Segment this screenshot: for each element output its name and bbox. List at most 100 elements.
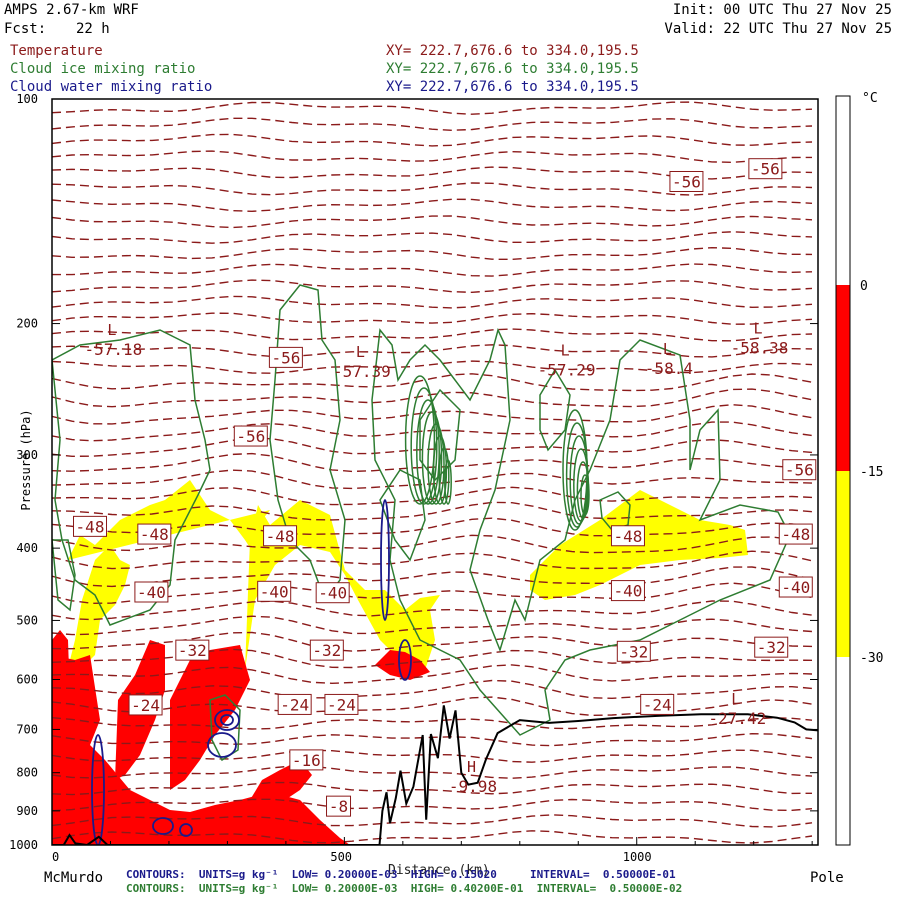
isotherm-15 <box>52 328 813 342</box>
isotherm-16 <box>52 344 813 358</box>
isotherm-33 <box>52 615 813 636</box>
isotherm-label-box-13 <box>315 582 350 604</box>
water-contour-7 <box>380 499 390 621</box>
isotherm-22 <box>52 437 813 458</box>
ice-contour-info: CONTOURS: UNITS=g kg⁻¹ LOW= 0.20000E-03 … <box>126 882 683 895</box>
extremum-value-1: -57.18 <box>84 340 142 359</box>
forecast-label: Fcst: <box>4 21 47 37</box>
cloud-ice-contours <box>52 284 791 762</box>
isotherm-label-15: -40 <box>781 578 810 597</box>
y-tick-label-8: 800 <box>16 766 38 780</box>
water-contour-2 <box>220 714 234 726</box>
isotherm-35 <box>52 648 813 669</box>
ice-core-ring-6 <box>432 435 448 505</box>
shading-cold-band-2 <box>68 480 270 560</box>
isotherm-label-24: -16 <box>292 751 321 770</box>
water-contour-6 <box>207 732 237 758</box>
extremum-kind-3: L <box>561 341 570 359</box>
extremum-value-5: -58.38 <box>731 338 789 357</box>
xy-cloud-ice: XY= 222.7,676.6 to 334.0,195.5 <box>386 61 639 77</box>
isotherm-label-25: -8 <box>329 797 348 816</box>
isotherm-label-box-25 <box>326 795 352 817</box>
extremum-value-2: -57.39 <box>333 362 391 381</box>
ice-core-ring-2 <box>410 387 438 505</box>
ice-core-ring-3 <box>416 399 440 505</box>
isotherm-4 <box>52 150 813 164</box>
shading-warm-band-6 <box>52 630 70 845</box>
isotherm-label-21: -24 <box>280 695 309 714</box>
model-title: AMPS 2.67-km WRF <box>4 2 139 18</box>
x-tick-label-3: 1000 <box>623 850 652 864</box>
isotherm-label-8: -48 <box>266 527 295 546</box>
isotherm-label-box-8 <box>263 525 298 547</box>
xy-temperature: XY= 222.7,676.6 to 334.0,195.5 <box>386 43 639 59</box>
colorbar-segment-4 <box>836 657 850 845</box>
isotherm-label-16: -32 <box>178 641 207 660</box>
isotherm-11 <box>52 263 813 277</box>
y-tick-label-2: 200 <box>16 317 38 331</box>
isotherm-46 <box>52 830 813 844</box>
isotherm-label-18: -32 <box>619 642 648 661</box>
ice-west-ring-6 <box>580 474 590 516</box>
isotherm-label-box-18 <box>616 640 651 662</box>
extremum-kind-1: L <box>107 321 116 339</box>
isotherm-26 <box>52 501 813 521</box>
isotherm-1 <box>52 101 813 115</box>
ice-core-ring-5 <box>427 423 445 505</box>
colorbar-frame <box>835 95 851 846</box>
isotherm-37 <box>52 679 813 700</box>
left-endpoint-label: McMurdo <box>44 870 104 886</box>
extremum-kind-5: L <box>754 319 763 337</box>
ice-contour-8 <box>209 694 241 762</box>
isotherm-label-3: -56 <box>271 348 300 367</box>
water-contour-8 <box>398 639 412 681</box>
right-endpoint-label: Pole <box>810 870 844 886</box>
isotherm-label-20: -24 <box>131 696 160 715</box>
isotherm-label-box-7 <box>137 523 172 545</box>
ice-core-ring-7 <box>438 447 450 505</box>
isotherm-label-box-21 <box>277 693 312 715</box>
isotherm-44 <box>52 798 813 812</box>
isotherm-32 <box>52 600 813 621</box>
isotherm-7 <box>52 198 813 213</box>
isotherm-label-4: -56 <box>236 427 265 446</box>
isotherm-43 <box>52 781 813 796</box>
ice-contour-9 <box>599 491 631 531</box>
isotherm-18 <box>52 373 813 392</box>
y-tick-label-10: 1000 <box>9 838 38 852</box>
ice-contour-2 <box>269 284 346 602</box>
y-axis-label: Pressure (hPa) <box>19 409 33 511</box>
isotherm-27 <box>52 517 813 537</box>
isotherm-label-9: -48 <box>614 527 643 546</box>
ice-contour-4 <box>539 368 571 452</box>
terrain-line <box>52 705 818 845</box>
isotherm-label-10: -48 <box>781 525 810 544</box>
y-tick-label-9: 900 <box>16 804 38 818</box>
isotherm-23 <box>52 452 813 473</box>
isotherm-label-box-23 <box>640 693 675 715</box>
isotherm-42 <box>52 765 813 779</box>
colorbar-unit: °C <box>862 91 878 106</box>
isotherm-label-box-2 <box>748 158 783 180</box>
isotherm-label-box-9 <box>610 525 645 547</box>
colorbar-segment-3 <box>836 471 850 657</box>
isotherm-19 <box>52 388 813 408</box>
y-tick-label-3: 300 <box>16 448 38 462</box>
isotherm-10 <box>52 246 813 261</box>
extremum-kind-4: L <box>663 340 672 358</box>
isotherm-41 <box>52 749 813 763</box>
isotherm-36 <box>52 664 813 685</box>
cloud-water-contours <box>91 499 412 845</box>
ice-contour-5 <box>379 469 426 562</box>
extremum-value-4: -58.4 <box>645 359 693 378</box>
shading-warm-band-4 <box>250 760 312 810</box>
isotherm-2 <box>52 117 813 132</box>
colorbar-segment-2 <box>836 285 850 471</box>
extremum-kind-2: L <box>356 343 365 361</box>
y-tick-label-4: 400 <box>16 541 38 555</box>
isotherm-label-13: -40 <box>318 584 347 603</box>
ice-contour-6 <box>419 388 461 482</box>
shading-warm-band-2 <box>170 645 250 790</box>
isotherm-6 <box>52 182 813 196</box>
field-cloud-water: Cloud water mixing ratio <box>10 79 213 95</box>
